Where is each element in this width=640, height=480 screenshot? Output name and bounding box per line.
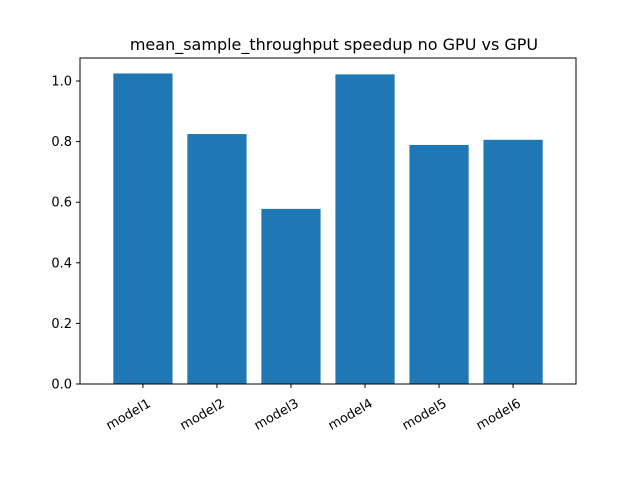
x-tick-label-model4: model4 — [326, 396, 376, 433]
plot-frame — [79, 57, 577, 385]
bar-model4 — [335, 74, 395, 384]
x-tick-label-model3: model3 — [252, 396, 302, 433]
chart-title: mean_sample_throughput speedup no GPU vs… — [130, 35, 538, 55]
y-tick-label: 0.8 — [51, 135, 72, 150]
x-axis: model1 model2 model3 model4 model5 model6 — [104, 384, 524, 434]
bar-model3 — [261, 208, 321, 384]
x-tick-label-model5: model5 — [400, 396, 450, 433]
x-tick-label-model6: model6 — [474, 396, 524, 433]
bars-group — [113, 73, 543, 385]
y-axis: 0.0 0.2 0.4 0.6 0.8 1.0 — [51, 75, 80, 393]
y-tick-label: 0.0 — [51, 378, 72, 393]
y-tick-label: 0.6 — [51, 196, 72, 211]
bar-model6 — [483, 139, 543, 384]
bar-model2 — [187, 134, 247, 384]
x-tick-label-model2: model2 — [178, 396, 228, 433]
bar-model1 — [113, 73, 173, 385]
bar-model5 — [409, 144, 469, 384]
y-tick-label: 0.4 — [51, 256, 72, 271]
x-tick-label-model1: model1 — [104, 396, 154, 433]
y-tick-label: 1.0 — [51, 75, 72, 90]
y-tick-label: 0.2 — [51, 317, 72, 332]
